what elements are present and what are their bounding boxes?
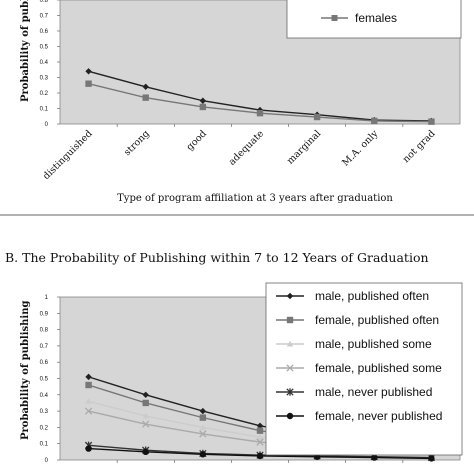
y-tick-label: 0 [45,122,49,128]
data-point-s1-6 [428,118,435,125]
chart-a-x-axis-label: Type of program affiliation at 3 years a… [117,193,393,204]
legend-swatch-marker-1 [286,316,294,324]
chart-a-y-ticks: 0 0.1 0.2 0.3 0.4 0.5 0.6 0.7 0.8 [40,0,404,128]
y-tick-label: 0.2 [40,425,49,431]
data-point-s5-0 [85,445,92,452]
chart-b-y-ticks: 0 0.1 0.2 0.3 0.4 0.5 0.6 0.7 0.8 0.9 1 [40,295,404,464]
data-point-s2-3 [256,433,264,440]
y-tick-label: 0.6 [40,29,49,35]
legend-label-3: female, published some [315,361,442,375]
legend-label-4: male, never published [315,385,432,399]
data-point-s2-0 [85,398,92,404]
chart-a-legend-box [286,0,462,39]
data-point-s3-3 [256,438,264,446]
chart-b-legend: male, published often female, published o… [265,282,463,456]
data-point-s1-0 [85,80,92,87]
y-tick-label: 0.8 [40,328,49,334]
data-point-s5-5 [371,454,378,461]
data-point-s1-1 [142,94,149,101]
legend-swatch-marker-3 [286,364,294,372]
data-point-s5-3 [256,452,264,460]
data-point-s0-0 [85,373,92,381]
y-tick-label: 0.4 [40,60,49,66]
chart-a-legend: females [286,0,462,39]
x-category-label: distinguished [41,128,95,182]
data-point-s0-3 [256,422,264,429]
data-point-s0-2 [199,97,207,104]
chart-a-lines [85,68,435,125]
y-tick-label: 0.9 [40,311,49,317]
data-point-s5-6 [428,455,435,462]
chart-b-y-axis-label: Probability of publishing [20,300,31,440]
data-point-s0-0 [85,68,92,75]
data-point-s3-2 [199,430,207,438]
data-point-s0-2 [199,407,207,415]
x-category-label: marginal [285,128,323,166]
legend-swatch-marker-2 [286,340,294,347]
y-tick-label: 0 [45,458,49,464]
legend-label-1: female, published often [315,313,439,327]
data-point-s1-3 [256,427,264,434]
data-point-s3-1 [142,420,150,428]
y-tick-label: 0.4 [40,393,49,399]
legend-swatch-marker-5 [286,412,294,420]
data-point-s1-4 [313,113,321,121]
y-tick-label: 0.3 [40,76,49,82]
data-point-s1-2 [199,103,207,111]
chart-b-legend-box [265,282,463,456]
x-category-label: strong [122,128,152,158]
x-category-label: not grad [401,128,438,165]
data-point-s2-2 [199,424,207,430]
chart-a: 0 0.1 0.2 0.3 0.4 0.5 0.6 0.7 0.8 distinguished s… [20,0,462,204]
data-point-s1-5 [371,117,378,125]
legend-swatch-marker-0 [286,292,294,300]
chart-a-legend-swatch-marker [331,15,338,21]
chart-a-y-axis-label: Probability of publishing [20,0,31,102]
chart-b: 0 0.1 0.2 0.3 0.4 0.5 0.6 0.7 0.8 0.9 1 Probabilit… [20,282,463,464]
data-point-s1-3 [256,109,264,117]
data-point-s1-0 [85,381,92,389]
legend-label-5: female, never published [315,409,442,423]
y-tick-label: 0.5 [40,377,49,383]
y-tick-label: 0.3 [40,409,49,415]
data-point-s5-2 [199,451,207,458]
data-point-s1-1 [142,399,149,407]
y-tick-label: 0.2 [40,91,49,97]
legend-label-0: male, published often [315,289,429,303]
chart-a-categories: distinguished strong good adequate marginal M… [41,128,438,182]
section-b-title: B. The Probability of Publishing within … [5,250,429,265]
y-tick-label: 0.7 [40,344,49,350]
y-tick-label: 0.5 [40,45,49,51]
legend-label-2: male, published some [315,337,432,351]
data-point-s3-0 [84,407,93,415]
data-point-s5-1 [142,448,149,456]
y-tick-label: 1 [45,295,49,301]
data-point-s0-1 [142,83,149,90]
y-tick-label: 0.7 [40,14,49,20]
x-category-label: good [185,128,209,152]
y-tick-label: 0.1 [40,442,49,448]
data-point-s1-2 [199,414,207,421]
legend-swatch-marker-4 [286,388,294,396]
chart-a-legend-label-females: females [355,11,397,25]
y-tick-label: 0.8 [40,0,49,4]
y-tick-label: 0.1 [40,107,49,113]
y-tick-label: 0.6 [40,360,49,366]
data-point-s2-1 [142,412,149,419]
data-point-s0-1 [142,391,149,398]
x-category-label: M.A. only [340,128,381,169]
x-category-label: adequate [227,128,267,168]
